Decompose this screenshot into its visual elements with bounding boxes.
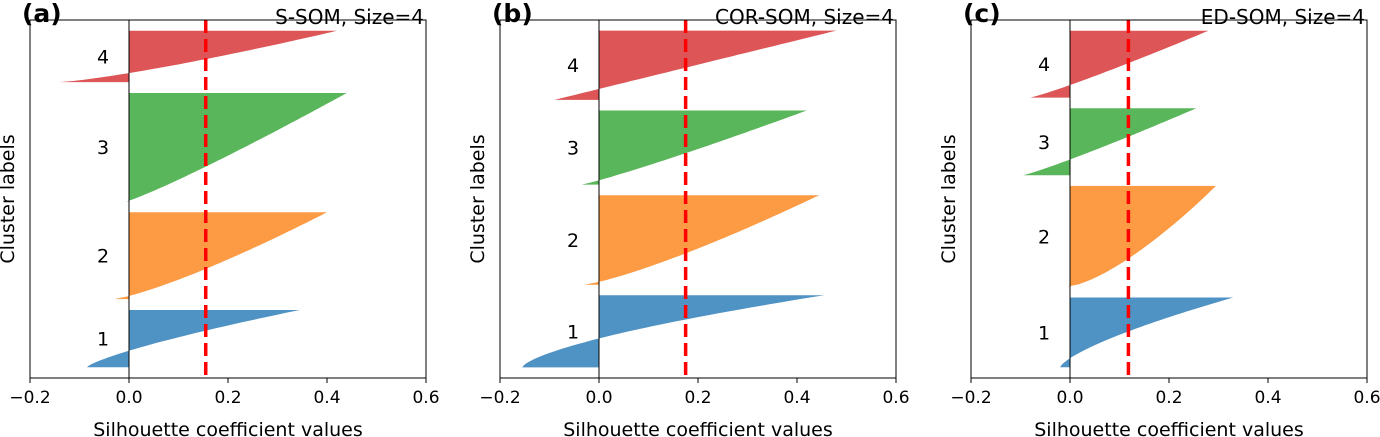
x-tick-label: 0.0 <box>1056 388 1083 408</box>
panel-letter: (a) <box>22 0 62 28</box>
x-tick-label: 0.4 <box>783 388 810 408</box>
x-tick-label: 0.2 <box>684 388 711 408</box>
silhouette-panel-2: 1 2 3 4 −0.2 0.0 0.2 0.4 0.6 Silhouette coefficie… <box>467 0 910 437</box>
x-tick-label: 0.0 <box>115 388 142 408</box>
x-tick-label: 0.6 <box>412 388 439 408</box>
y-axis-label: Cluster labels <box>0 134 19 263</box>
cluster-3-silhouette <box>1023 108 1197 176</box>
panel-title: S-SOM, Size=4 <box>275 5 424 29</box>
cluster-3-label: 3 <box>97 137 109 159</box>
panel-title: COR-SOM, Size=4 <box>715 5 894 29</box>
cluster-2-label: 2 <box>1038 226 1050 248</box>
y-axis-label: Cluster labels <box>938 134 960 263</box>
cluster-1-silhouette <box>86 310 300 368</box>
cluster-1-label: 1 <box>97 329 109 351</box>
x-tick-label: 0.6 <box>882 388 909 408</box>
cluster-2-label: 2 <box>97 246 109 268</box>
x-tick-label: 0.2 <box>1155 388 1182 408</box>
cluster-3-label: 3 <box>1038 132 1050 154</box>
cluster-1-silhouette <box>1060 297 1234 368</box>
cluster-1-label: 1 <box>567 321 579 343</box>
x-tick-label: −0.2 <box>479 388 520 408</box>
cluster-3-silhouette <box>581 110 807 185</box>
cluster-2-silhouette <box>1067 185 1216 287</box>
x-tick-label: 0.4 <box>313 388 340 408</box>
cluster-3-label: 3 <box>567 138 579 160</box>
cluster-3-silhouette <box>126 93 347 202</box>
cluster-1-silhouette <box>522 295 825 368</box>
silhouette-panel-3: 1 2 3 4 −0.2 0.0 0.2 0.4 0.6 Silhouette coefficie… <box>938 0 1380 437</box>
panel-title: ED-SOM, Size=4 <box>1201 5 1365 29</box>
x-tick-label: 0.2 <box>214 388 241 408</box>
x-axis-label: Silhouette coefficient values <box>1034 419 1304 437</box>
cluster-4-silhouette <box>1030 30 1209 98</box>
cluster-2-label: 2 <box>567 230 579 252</box>
x-tick-label: 0.0 <box>585 388 612 408</box>
silhouette-panel-1: 1 2 3 4 −0.2 0.0 0.2 0.4 0.6 Silhouette coefficie… <box>0 0 440 437</box>
cluster-4-label: 4 <box>567 55 579 77</box>
cluster-4-label: 4 <box>97 46 109 68</box>
cluster-4-silhouette <box>554 30 837 100</box>
x-tick-label: −0.2 <box>9 388 50 408</box>
cluster-2-silhouette <box>114 212 327 300</box>
x-axis-label: Silhouette coefficient values <box>93 419 363 437</box>
x-tick-label: 0.6 <box>1353 388 1380 408</box>
y-axis-label: Cluster labels <box>467 134 489 263</box>
panel-letter: (c) <box>963 0 1001 28</box>
x-axis-label: Silhouette coefficient values <box>563 419 833 437</box>
x-tick-label: −0.2 <box>950 388 991 408</box>
cluster-1-label: 1 <box>1038 322 1050 344</box>
cluster-2-silhouette <box>584 195 820 285</box>
x-tick-label: 0.4 <box>1254 388 1281 408</box>
panel-letter: (b) <box>492 0 533 28</box>
cluster-4-label: 4 <box>1038 54 1050 76</box>
